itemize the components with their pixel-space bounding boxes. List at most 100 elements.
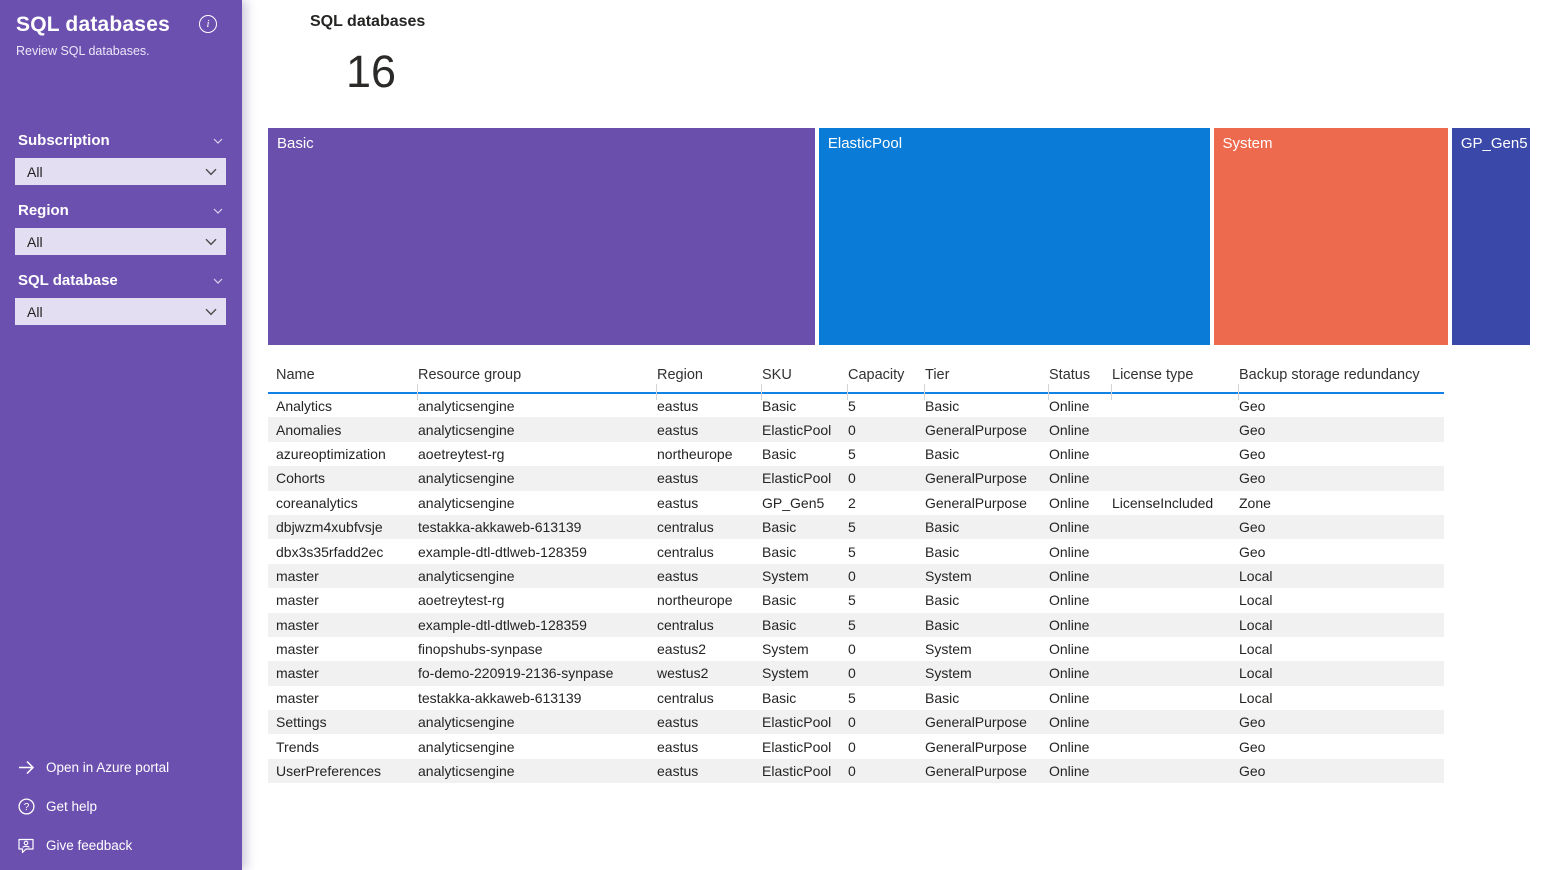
cell-name: Cohorts — [276, 470, 326, 487]
sql-database-dropdown[interactable]: All — [15, 298, 226, 325]
cell-backup-storage-redundancy: Local — [1239, 665, 1273, 682]
cell-backup-storage-redundancy: Geo — [1239, 421, 1266, 438]
cell-license-type — [1112, 734, 1239, 758]
cell-name: master — [276, 689, 319, 706]
cell-name: dbx3s35rfadd2ec — [276, 543, 384, 560]
cell-capacity: 0 — [848, 421, 856, 438]
cell-tier: System — [925, 567, 972, 584]
cell-license-type — [1112, 466, 1239, 490]
cell-tier: GeneralPurpose — [925, 494, 1027, 511]
table-row[interactable]: master finopshubs-synpase eastus2 System 0 Sy… — [268, 637, 1444, 661]
cell-region: westus2 — [657, 665, 709, 682]
column-header-name[interactable]: Name — [268, 358, 418, 400]
cell-status: Online — [1049, 397, 1090, 414]
open-in-azure-portal-link[interactable]: Open in Azure portal — [17, 748, 232, 787]
get-help-link[interactable]: ? Get help — [17, 787, 232, 826]
treemap-segment-gp-gen5[interactable]: GP_Gen5 — [1451, 128, 1530, 345]
chevron-down-icon — [205, 308, 217, 316]
filter-label-row-sql-database: SQL database — [18, 271, 223, 290]
cell-resource-group: testakka-akkaweb-613139 — [418, 689, 582, 706]
cell-capacity: 5 — [848, 689, 856, 706]
cell-sku: ElasticPool — [762, 470, 832, 487]
column-header-resource-group[interactable]: Resource group — [418, 358, 657, 400]
get-help-label: Get help — [46, 799, 98, 814]
cell-status: Online — [1049, 470, 1090, 487]
column-header-status[interactable]: Status — [1049, 358, 1112, 400]
column-header-backup-storage-redundancy[interactable]: Backup storage redundancy — [1239, 358, 1444, 394]
cell-sku: ElasticPool — [762, 714, 832, 731]
cell-sku: Basic — [762, 519, 797, 536]
column-header-tier[interactable]: Tier — [925, 358, 1049, 400]
cell-backup-storage-redundancy: Local — [1239, 592, 1273, 609]
column-header-license-type[interactable]: License type — [1112, 358, 1239, 400]
table-row[interactable]: master aoetreytest-rg northeurope Basic 5 Bas… — [268, 588, 1444, 612]
cell-license-type — [1112, 539, 1239, 563]
column-header-region[interactable]: Region — [657, 358, 762, 400]
table-row[interactable]: Trends analyticsengine eastus ElasticPool 0 G… — [268, 734, 1444, 758]
treemap-segment-elasticpool[interactable]: ElasticPool — [818, 128, 1210, 345]
cell-name: UserPreferences — [276, 763, 382, 780]
region-dropdown[interactable]: All — [15, 228, 226, 255]
cell-region: eastus — [657, 714, 699, 731]
table-row[interactable]: master example-dtl-dtlweb-128359 centralus… — [268, 612, 1444, 637]
cell-tier: GeneralPurpose — [925, 470, 1027, 487]
cell-resource-group: analyticsengine — [418, 714, 515, 731]
main-content: SQL databases 16 Basic ElasticPool System G… — [242, 0, 1554, 870]
table-row[interactable]: azureoptimization aoetreytest-rg northeuro… — [268, 442, 1444, 466]
cell-name: Analytics — [276, 397, 333, 414]
cell-backup-storage-redundancy: Geo — [1239, 763, 1266, 780]
table-row[interactable]: dbjwzm4xubfvsje testakka-akkaweb-613139 ce… — [268, 514, 1444, 540]
cell-resource-group: example-dtl-dtlweb-128359 — [418, 543, 587, 560]
give-feedback-label: Give feedback — [46, 838, 133, 853]
cell-license-type — [1112, 564, 1239, 588]
cell-region: centralus — [657, 543, 714, 560]
cell-tier: GeneralPurpose — [925, 763, 1027, 780]
cell-resource-group: aoetreytest-rg — [418, 592, 505, 609]
table-row[interactable]: Anomalies analyticsengine eastus ElasticPoo… — [268, 417, 1444, 442]
cell-resource-group: analyticsengine — [418, 738, 515, 755]
cell-capacity: 5 — [848, 616, 856, 633]
treemap-segment-system[interactable]: System — [1213, 128, 1448, 345]
sql-database-dropdown-value: All — [27, 303, 43, 320]
cell-capacity: 0 — [848, 714, 856, 731]
info-icon[interactable]: i — [199, 15, 217, 33]
cell-tier: GeneralPurpose — [925, 738, 1027, 755]
cell-tier: Basic — [925, 616, 960, 633]
cell-resource-group: analyticsengine — [418, 421, 515, 438]
subscription-dropdown[interactable]: All — [15, 158, 226, 185]
cell-license-type — [1112, 417, 1239, 441]
table-row[interactable]: Cohorts analyticsengine eastus ElasticPool 0… — [268, 466, 1444, 491]
chevron-down-icon — [213, 208, 223, 214]
column-header-sku[interactable]: SKU — [762, 358, 848, 400]
cell-tier: System — [925, 665, 972, 682]
sql-databases-grid: Name Resource group Region SKU Capacity Tier S… — [268, 358, 1444, 784]
cell-capacity: 5 — [848, 543, 856, 560]
filter-label-row-subscription: Subscription — [18, 131, 223, 150]
table-row[interactable]: dbx3s35rfadd2ec example-dtl-dtlweb-128359… — [268, 539, 1444, 563]
table-row[interactable]: master testakka-akkaweb-613139 centralus Ba… — [268, 686, 1444, 710]
cell-status: Online — [1049, 714, 1090, 731]
table-row[interactable]: UserPreferences analyticsengine eastus Elas… — [268, 758, 1444, 784]
table-row[interactable]: master fo-demo-220919-2136-synpase westus2… — [268, 661, 1444, 686]
treemap-segment-basic[interactable]: Basic — [268, 128, 815, 345]
table-row[interactable]: master analyticsengine eastus System 0 System… — [268, 563, 1444, 589]
cell-resource-group: analyticsengine — [418, 567, 515, 584]
sidebar: SQL databases i Review SQL databases. Su… — [0, 0, 242, 870]
cell-resource-group: analyticsengine — [418, 470, 515, 487]
give-feedback-link[interactable]: Give feedback — [17, 826, 232, 865]
cell-capacity: 0 — [848, 470, 856, 487]
column-header-capacity[interactable]: Capacity — [848, 358, 925, 400]
cell-license-type — [1112, 393, 1239, 417]
cell-region: centralus — [657, 519, 714, 536]
cell-sku: Basic — [762, 445, 797, 462]
cell-sku: Basic — [762, 616, 797, 633]
cell-region: eastus — [657, 738, 699, 755]
cell-backup-storage-redundancy: Geo — [1239, 519, 1266, 536]
cell-status: Online — [1049, 567, 1090, 584]
table-row[interactable]: Settings analyticsengine eastus ElasticPool… — [268, 710, 1444, 735]
chevron-down-icon — [213, 278, 223, 284]
cell-tier: System — [925, 641, 972, 658]
table-row[interactable]: coreanalytics analyticsengine eastus GP_Gen… — [268, 491, 1444, 515]
cell-name: master — [276, 567, 319, 584]
table-row[interactable]: Analytics analyticsengine eastus Basic 5 Basi… — [268, 393, 1444, 417]
